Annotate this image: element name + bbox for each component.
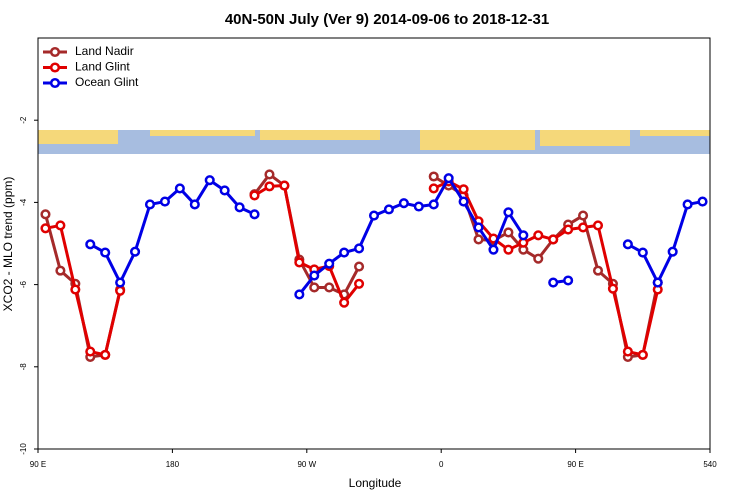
- data-point: [174, 183, 185, 194]
- data-point: [428, 183, 439, 194]
- data-point: [264, 169, 275, 180]
- data-point: [294, 289, 305, 300]
- data-point: [622, 346, 633, 357]
- data-point: [503, 207, 514, 218]
- data-point: [55, 265, 66, 276]
- data-point: [354, 243, 365, 254]
- data-point: [294, 257, 305, 268]
- data-point: [518, 230, 529, 241]
- data-point: [204, 175, 215, 186]
- data-point: [652, 277, 663, 288]
- data-point: [563, 224, 574, 235]
- y-tick-label: -4: [19, 198, 28, 206]
- legend-label: Land Nadir: [75, 44, 134, 58]
- data-point: [428, 199, 439, 210]
- data-point: [637, 349, 648, 360]
- data-point: [533, 230, 544, 241]
- data-point: [563, 275, 574, 286]
- data-point: [339, 247, 350, 258]
- x-tick-label: 0: [439, 460, 444, 469]
- data-point: [458, 184, 469, 195]
- data-point: [249, 190, 260, 201]
- data-point: [503, 227, 514, 238]
- data-point: [548, 234, 559, 245]
- data-point: [413, 201, 424, 212]
- data-point: [159, 196, 170, 207]
- data-point: [309, 282, 320, 293]
- data-point: [548, 277, 559, 288]
- data-point: [100, 247, 111, 258]
- x-tick-label: 90 E: [567, 460, 583, 469]
- data-point: [473, 234, 484, 245]
- data-point: [40, 209, 51, 220]
- x-axis-label: Longitude: [349, 476, 402, 490]
- data-point: [398, 198, 409, 209]
- data-point: [533, 253, 544, 264]
- y-tick-label: -10: [19, 443, 28, 455]
- data-point: [354, 261, 365, 272]
- plot-frame: [37, 37, 711, 450]
- data-point: [488, 244, 499, 255]
- data-point: [428, 171, 439, 182]
- series-line: [45, 179, 660, 357]
- data-point: [667, 246, 678, 257]
- data-point: [443, 173, 454, 184]
- data-point: [189, 199, 200, 210]
- data-point: [324, 258, 335, 269]
- data-point: [279, 180, 290, 191]
- data-point: [115, 285, 126, 296]
- data-point: [85, 239, 96, 250]
- y-tick-label: -6: [19, 280, 28, 288]
- chart-title: 40N-50N July (Ver 9) 2014-09-06 to 2018-…: [225, 11, 549, 28]
- data-point: [354, 278, 365, 289]
- data-point: [70, 284, 81, 295]
- legend-label: Land Glint: [75, 60, 130, 74]
- data-point: [607, 283, 618, 294]
- x-tick-label: 90 W: [297, 460, 316, 469]
- data-point: [115, 277, 126, 288]
- data-point: [40, 223, 51, 234]
- data-point: [130, 246, 141, 257]
- y-tick-label: -8: [19, 363, 28, 371]
- y-tick-label: -2: [19, 116, 28, 124]
- data-point: [383, 204, 394, 215]
- legend-marker: [49, 77, 61, 89]
- data-point: [697, 196, 708, 207]
- data-point: [339, 297, 350, 308]
- data-point: [85, 346, 96, 357]
- data-point: [55, 220, 66, 231]
- map-strip: [38, 130, 710, 154]
- data-point: [458, 196, 469, 207]
- x-tick-label: 90 E: [30, 460, 46, 469]
- y-axis-label: XCO2 - MLO trend (ppm): [1, 177, 15, 312]
- data-point: [264, 181, 275, 192]
- data-point: [503, 244, 514, 255]
- data-point: [682, 199, 693, 210]
- data-point: [592, 265, 604, 276]
- data-point: [637, 247, 648, 258]
- x-tick-label: 540: [703, 460, 717, 469]
- data-point: [578, 210, 589, 221]
- data-point: [324, 282, 335, 293]
- data-point: [249, 209, 260, 220]
- legend-label: Ocean Glint: [75, 75, 139, 89]
- data-point: [219, 185, 230, 196]
- data-point: [144, 199, 156, 210]
- data-point: [592, 220, 604, 231]
- data-point: [368, 210, 380, 221]
- data-point: [578, 222, 589, 233]
- series-line: [89, 176, 703, 296]
- series-line: [44, 172, 660, 359]
- data-point: [309, 270, 320, 281]
- legend-marker: [49, 46, 61, 58]
- data-point: [234, 202, 245, 213]
- x-tick-label: 180: [166, 460, 180, 469]
- legend-marker: [49, 62, 61, 73]
- data-point: [473, 222, 484, 233]
- data-point: [622, 239, 633, 250]
- data-point: [100, 349, 111, 360]
